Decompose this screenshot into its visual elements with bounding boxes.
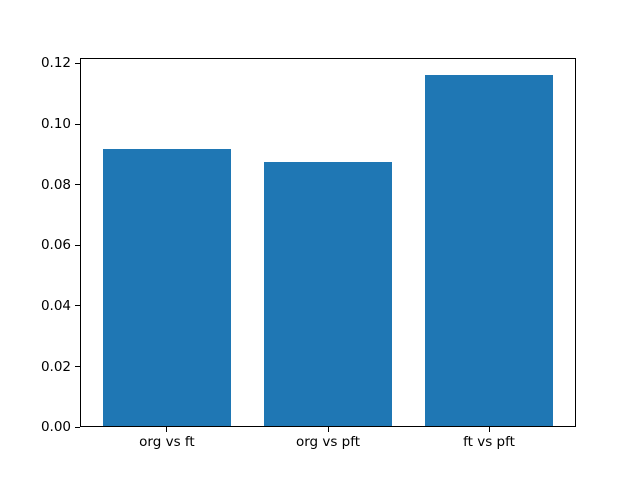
plot-area — [80, 57, 576, 428]
y-tick-mark — [75, 184, 80, 186]
y-tick-mark — [75, 426, 80, 428]
y-tick-label: 0.04 — [40, 297, 71, 314]
x-tick-mark — [166, 427, 168, 433]
y-tick-label: 0.12 — [40, 55, 71, 72]
bar-ft-vs-pft — [424, 75, 554, 428]
x-tick-mark — [327, 427, 329, 433]
y-tick-mark — [75, 244, 80, 246]
y-tick-mark — [75, 305, 80, 307]
y-tick-label: 0.08 — [40, 176, 71, 193]
y-tick-label: 0.06 — [40, 237, 71, 254]
y-tick-mark — [75, 123, 80, 125]
y-tick-label: 0.02 — [40, 358, 71, 375]
y-tick-label: 0.10 — [40, 116, 71, 132]
y-tick-mark — [75, 62, 80, 64]
bar-org-vs-ft — [102, 149, 232, 428]
y-tick-label: 0.00 — [40, 419, 71, 436]
x-tick-label: org vs ft — [139, 434, 195, 451]
x-tick-label: ft vs pft — [463, 434, 515, 451]
x-tick-mark — [488, 427, 490, 433]
x-tick-label: org vs pft — [295, 434, 361, 451]
bar-org-vs-pft — [263, 162, 393, 428]
y-tick-mark — [75, 366, 80, 368]
